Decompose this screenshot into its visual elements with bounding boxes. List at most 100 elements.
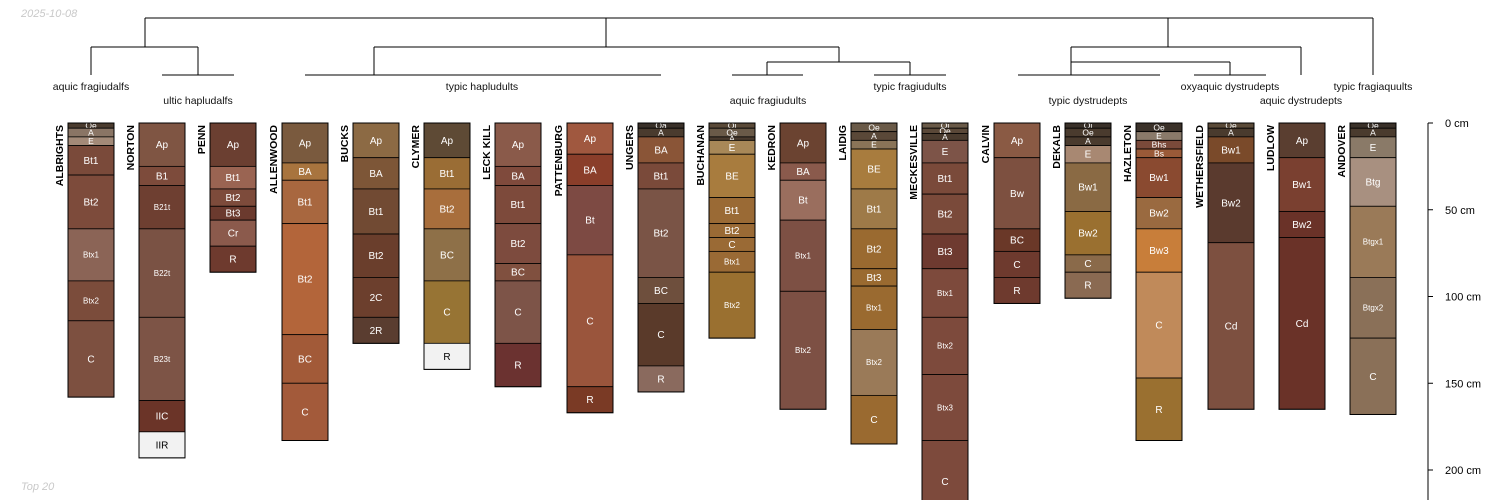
horizon-label: A xyxy=(1370,128,1376,138)
horizon-label: Bt2 xyxy=(83,197,98,208)
profile-outline xyxy=(1135,122,1183,442)
horizon-label: Bs xyxy=(1154,148,1164,158)
profile-name: MECKESVILLE xyxy=(908,125,920,200)
horizon-label: Bw2 xyxy=(1221,198,1241,209)
taxon-label: aquic dystrudepts xyxy=(1260,95,1342,107)
horizon-label: C xyxy=(1155,321,1162,332)
horizon xyxy=(281,122,329,164)
horizon xyxy=(209,219,257,247)
horizon-label: BC xyxy=(298,354,312,365)
horizon xyxy=(850,148,898,190)
profile-name: ALLENWOOD xyxy=(268,125,280,194)
horizon-label: Bt1 xyxy=(724,206,739,217)
horizon-label: Btx2 xyxy=(83,297,100,306)
horizon xyxy=(1135,197,1183,230)
horizon xyxy=(993,250,1041,278)
soil-profile: CLYMER Ap Bt1 Bt2 BC C R xyxy=(410,122,471,370)
horizon-label: Bw2 xyxy=(1149,209,1169,220)
horizon-label: Bt2 xyxy=(653,229,668,240)
horizon-label: Oe xyxy=(868,122,880,132)
profile-outline xyxy=(1278,122,1326,410)
horizon xyxy=(67,320,115,398)
profile-name: NORTON xyxy=(125,125,137,170)
horizon-label: Oa xyxy=(655,121,667,131)
horizon-label: BA xyxy=(298,167,312,178)
profile-name: CLYMER xyxy=(410,125,422,169)
horizon-label: Btx3 xyxy=(937,403,954,412)
horizon-label: Ap xyxy=(797,138,810,149)
horizon-label: R xyxy=(586,395,593,406)
horizon xyxy=(566,153,614,186)
horizon-label: C xyxy=(586,316,593,327)
horizon-label: Oe xyxy=(1225,121,1237,131)
horizon xyxy=(637,162,685,190)
horizon-label: C xyxy=(941,477,948,488)
horizon xyxy=(921,440,969,500)
horizon xyxy=(1207,242,1255,410)
profile-outline xyxy=(637,122,685,393)
horizon xyxy=(281,334,329,384)
axis-tick-label: 50 cm xyxy=(1445,205,1475,217)
horizon-label: Bt1 xyxy=(866,204,881,215)
horizon-label: BA xyxy=(511,171,525,182)
horizon xyxy=(921,233,969,270)
horizon-label: E xyxy=(871,140,877,150)
footer-caption: Top 20 xyxy=(21,481,55,493)
horizon-label: BE xyxy=(867,164,881,175)
horizon-label: C xyxy=(870,415,877,426)
horizon-label: C xyxy=(87,354,94,365)
horizon xyxy=(67,174,115,230)
taxon-label: ultic hapludalfs xyxy=(163,95,232,107)
horizon-label: BC xyxy=(440,250,454,261)
horizon-label: Oe xyxy=(726,128,738,138)
horizon-label: A xyxy=(1085,136,1091,146)
horizon-label: Bt2 xyxy=(439,204,454,215)
horizon-label: C xyxy=(728,240,735,251)
horizon-label: 2R xyxy=(370,326,383,337)
horizon-label: C xyxy=(1084,259,1091,270)
horizon-label: B22t xyxy=(154,269,171,278)
horizon xyxy=(993,157,1041,230)
horizon xyxy=(850,329,898,396)
horizon-label: Cd xyxy=(1225,321,1238,332)
horizon-label: A xyxy=(871,131,877,141)
taxon-label: typic fragiaquults xyxy=(1334,81,1413,93)
horizon-label: C xyxy=(301,407,308,418)
horizon xyxy=(708,197,756,225)
profile-name: ALBRIGHTS xyxy=(54,125,66,186)
horizon-label: Bhs xyxy=(1152,140,1167,150)
horizon xyxy=(1135,228,1183,273)
profile-outline xyxy=(423,122,471,370)
horizon-label: Ap xyxy=(1011,136,1024,147)
profile-name: ANDOVER xyxy=(1336,125,1348,178)
horizon-label: R xyxy=(443,352,450,363)
horizon-label: Bt2 xyxy=(937,210,952,221)
soil-profile: NORTON Ap B1 B21t B22t B23t IIC IIR xyxy=(125,122,186,459)
taxon-label: aquic fragiudalfs xyxy=(53,81,129,93)
horizon xyxy=(1278,237,1326,410)
taxa-labels: aquic fragiudalfs ultic hapludalfs typic h… xyxy=(53,81,1413,107)
soil-profile: BUCKS Ap BA Bt1 Bt2 2C 2R xyxy=(339,122,400,344)
profile-name: LUDLOW xyxy=(1265,125,1277,171)
horizon-label: Bt2 xyxy=(368,251,383,262)
horizon-label: R xyxy=(229,255,236,266)
horizon-label: Ap xyxy=(584,134,597,145)
horizon-label: E xyxy=(1370,143,1377,154)
horizon-label: Btgx2 xyxy=(1363,304,1384,313)
horizon xyxy=(138,122,186,167)
horizon-label: Bt2 xyxy=(297,275,312,286)
horizon-label: Cr xyxy=(228,229,239,240)
horizon xyxy=(850,228,898,270)
soil-profile: LECK KILL Ap BA Bt1 Bt2 BC C R xyxy=(481,122,542,388)
horizon-label: Ap xyxy=(156,140,169,151)
horizon xyxy=(494,342,542,388)
profile-outline xyxy=(1349,122,1397,415)
horizon-label: Bt xyxy=(798,196,808,207)
horizon-label: Ap xyxy=(299,138,312,149)
horizon-label: Ap xyxy=(227,140,240,151)
profile-outline xyxy=(67,122,115,398)
horizon-label: Btg xyxy=(1365,177,1380,188)
